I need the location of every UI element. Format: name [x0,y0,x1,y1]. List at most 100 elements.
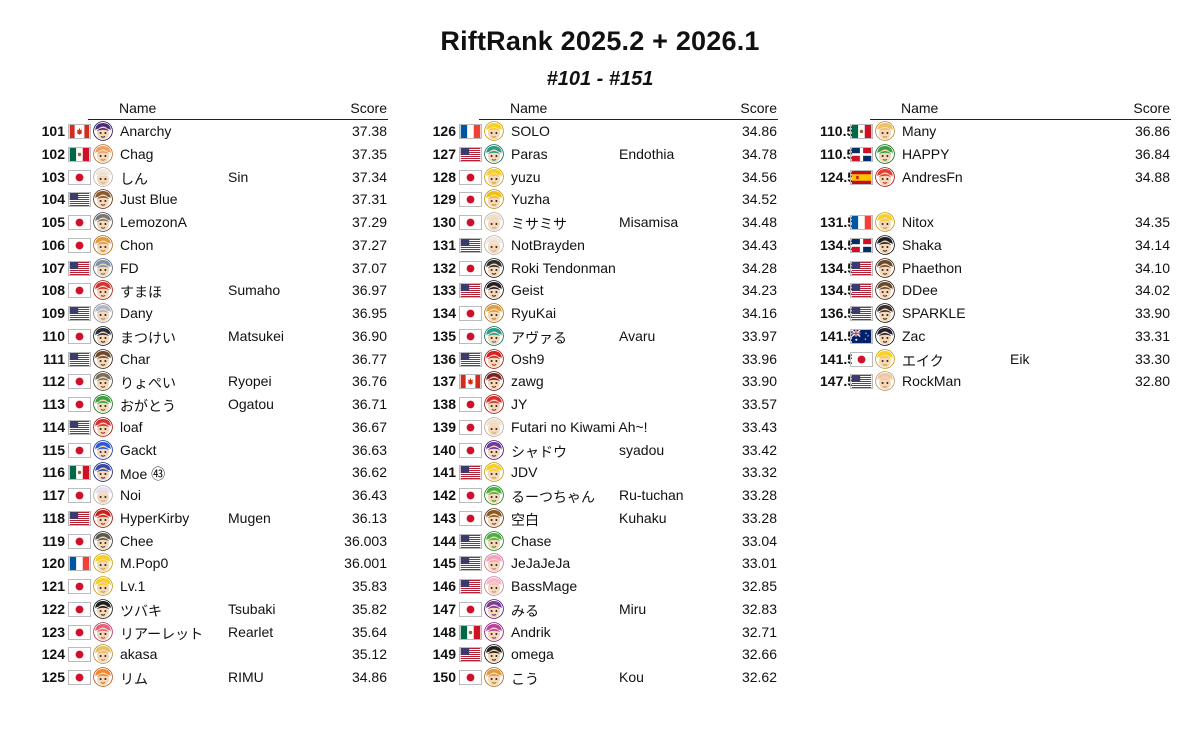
rank-number: 148 [432,623,456,640]
pac-man-icon [484,462,504,483]
player-name: まつけい [120,329,176,346]
ranking-row: 136.5 SPARKLE 33.90 [820,302,1172,324]
player-score: 35.82 [351,600,387,617]
player-score: 36.90 [351,327,387,344]
rank-number: 115 [42,441,65,458]
frog-icon [484,485,504,505]
rank-number: 130 [432,214,456,230]
frog-icon [484,530,504,551]
player-name: BassMage [511,578,578,594]
mario-icon [93,416,113,437]
player-score: 34.14 [1134,236,1170,253]
waluigi-icon [484,439,504,460]
ranking-row: 130 ミサミサ Misamisa 34.48 [429,211,779,233]
rank-number: 124 [41,646,65,663]
player-name: Paras [511,145,548,162]
player-score: 34.56 [741,168,777,185]
player-name: Yuzha [511,191,550,208]
ranking-row: 145 JeJaJeJa 33.01 [429,552,779,574]
mii-icon [484,416,504,437]
player-name: リアーレット [120,625,204,642]
player-name: すまほ [120,284,162,301]
flag-us-icon [850,260,873,276]
flag-jp-icon [68,215,91,230]
player-name: Many [902,123,937,139]
rank-number: 127 [432,145,456,162]
rank-number: 126 [432,123,456,139]
ranking-row: 112 りょぺい Ryopei 36.76 [38,370,389,392]
player-score: 34.52 [741,191,777,208]
fox-icon [484,303,504,323]
player-score: 36.95 [351,305,387,321]
player-name: NotBrayden [511,236,585,253]
chef-icon [484,234,504,255]
page-subtitle: #101 - #151 [546,68,654,90]
ranking-row: 147.5 RockMan 32.80 [820,370,1172,392]
ranking-row: 134 RyuKai 34.16 [429,302,779,324]
sword-fighter-icon [484,644,504,665]
flag-us-icon [459,351,482,367]
player-name: Anarchy [120,123,172,139]
player-score: 33.28 [741,487,777,503]
column-header: Name Score [820,98,1172,120]
player-name: Futari no Kiwami Ah~! [511,418,648,435]
player-score: 35.83 [351,578,387,594]
player-score: 32.71 [741,623,777,640]
rank-number: 119 [42,532,65,549]
flag-jp-icon [459,670,482,685]
rank-number: 125 [41,669,65,685]
player-score: 36.77 [351,350,387,367]
mr-game-and-watch-icon [484,371,504,392]
player-alias: Kou [619,669,644,685]
player-score: 35.64 [351,623,387,640]
player-name: Lv.1 [120,578,146,594]
rank-number: 117 [42,487,65,503]
player-alias: Ru-tuchan [619,487,684,503]
flag-us-icon [459,465,482,481]
player-score: 33.90 [1134,305,1170,321]
bayonetta-icon [875,303,895,323]
rank-number: 146 [432,578,456,594]
player-name: zawg [511,373,544,390]
mii-icon [484,212,504,232]
flag-jp-icon [459,419,482,435]
flag-mx-icon [850,124,873,139]
name-header: Name [510,100,548,116]
rank-number: 133 [432,282,456,299]
player-score: 33.04 [741,532,777,549]
player-name: RyuKai [511,305,557,321]
wario-icon [484,621,504,642]
flag-ca-icon [68,124,91,139]
flag-jp-icon [459,510,482,526]
player-score: 36.76 [351,373,387,390]
ranking-row: 127 Paras Endothia 34.78 [429,143,779,165]
player-name: るーつちゃん [511,489,595,505]
flag-jp-icon [68,488,91,503]
flag-fr-icon [68,556,91,572]
player-score: 36.63 [351,441,387,458]
pikachu-icon [93,553,113,574]
rank-number: 136.5 [820,305,856,321]
ranking-row: 106 Chon 37.27 [38,234,389,256]
player-name: akasa [120,646,158,663]
player-name: yuzu [511,168,541,185]
rank-number: 111 [43,350,65,367]
ranking-row: 141 JDV 33.32 [429,461,779,483]
score-header: Score [740,100,777,116]
rank-number: 114 [42,418,65,435]
player-name: Gackt [120,441,157,458]
cloud-icon [93,598,113,619]
steve-icon [93,189,113,210]
player-name: しん [120,170,148,187]
player-score: 33.30 [1134,350,1170,367]
pichu-icon [484,166,504,187]
flag-do-icon [850,146,873,162]
name-header: Name [119,100,157,116]
flag-us-icon [68,419,91,435]
player-score: 33.42 [741,441,777,458]
player-name: Phaethon [902,259,962,276]
flag-us-icon [459,647,482,663]
player-alias: Ogatou [228,396,274,412]
player-score: 34.88 [1134,168,1170,185]
player-name: JDV [511,464,538,481]
